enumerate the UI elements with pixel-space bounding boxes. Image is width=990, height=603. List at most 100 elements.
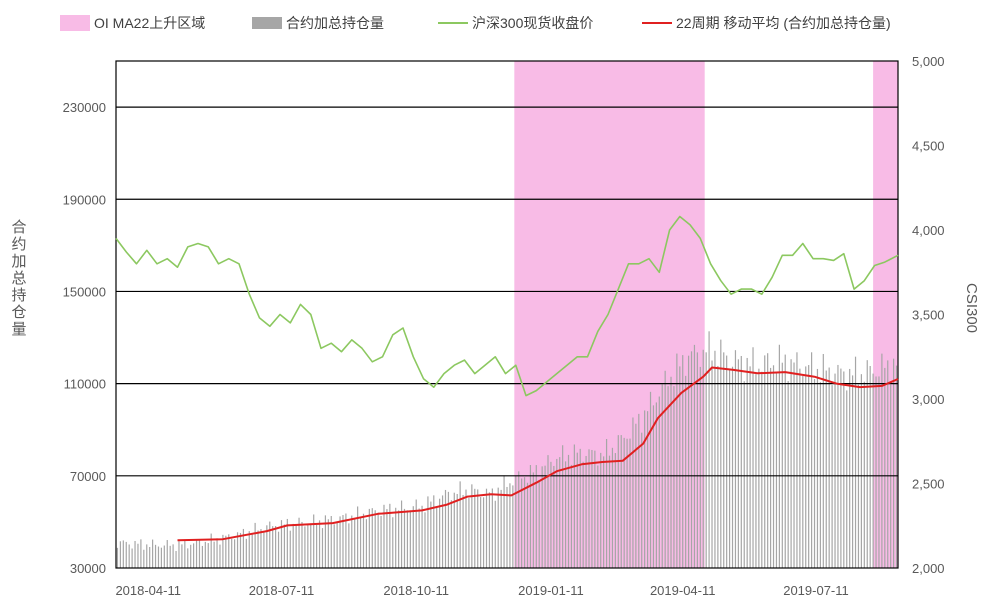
x-tick-label: 2018-07-11	[249, 583, 315, 598]
oi-bar	[632, 417, 634, 568]
oi-bar	[521, 478, 523, 568]
oi-bar	[465, 489, 467, 568]
oi-bar	[778, 344, 780, 568]
y-axis-right: 2,000 2,500 3,000 3,500 4,000 4,500 5,000	[912, 54, 945, 576]
oi-bar	[523, 477, 526, 568]
oi-bar	[415, 499, 417, 568]
oi-bar	[313, 514, 315, 568]
csi300-line	[115, 215, 899, 397]
y-right-tick-label: 4,000	[912, 223, 945, 238]
oi-bar	[655, 402, 657, 568]
y-axis-left: 30000 70000 110000 150000 190000 230000	[63, 100, 106, 576]
oi-bar	[518, 471, 520, 568]
oi-bar	[831, 385, 833, 568]
oi-bar	[673, 386, 675, 568]
oi-bar	[119, 541, 121, 568]
oi-bar	[307, 523, 309, 568]
oi-bar	[160, 547, 162, 568]
oi-bar	[799, 368, 801, 568]
oi-bar	[485, 488, 488, 568]
oi-bar	[500, 489, 502, 568]
oi-bar	[275, 526, 277, 568]
legend-entry-label: 合约加总持仓量	[286, 15, 384, 31]
oi-bar	[298, 517, 300, 568]
oi-bar	[846, 390, 848, 568]
oi-bar	[116, 547, 119, 568]
oi-bar	[808, 365, 810, 568]
oi-bar	[228, 534, 230, 568]
oi-bar	[699, 366, 701, 568]
oi-bar	[330, 516, 332, 568]
oi-bar	[468, 498, 470, 568]
oi-bar	[137, 543, 139, 568]
legend-entry-label: 沪深300现货收盘价	[472, 15, 593, 31]
oi-bar	[471, 484, 473, 568]
oi-bar	[430, 501, 432, 568]
oi-bar	[723, 352, 725, 568]
oi-bar	[746, 357, 748, 568]
y-left-tick-label: 110000	[64, 377, 106, 392]
oi-bar	[822, 353, 824, 568]
oi-bar	[201, 545, 204, 568]
oi-bar	[371, 508, 373, 568]
oi-bar	[717, 365, 719, 568]
oi-bar	[242, 528, 245, 568]
oi-bar	[509, 483, 511, 568]
oi-bar	[348, 523, 350, 568]
oi-bar	[345, 513, 347, 568]
oi-bar	[556, 458, 558, 568]
oi-bar	[828, 367, 830, 568]
y-right-tick-label: 3,500	[912, 308, 945, 323]
oi-bar	[269, 521, 271, 568]
oi-bar	[617, 435, 619, 568]
oi-bar	[439, 498, 441, 568]
oi-bar	[412, 506, 414, 568]
oi-bar	[749, 366, 751, 568]
oi-bar	[251, 533, 253, 568]
oi-bar	[895, 365, 898, 568]
y-left-tick-label: 190000	[63, 192, 106, 207]
oi-bar	[456, 493, 458, 568]
oi-bar	[737, 359, 739, 568]
oi-bar	[210, 533, 212, 568]
oi-bar	[213, 541, 215, 568]
oi-bar	[687, 355, 690, 568]
oi-bar	[644, 410, 646, 568]
oi-bar	[682, 355, 684, 568]
y-left-tick-label: 70000	[70, 469, 106, 484]
oi-bar	[152, 539, 154, 568]
oi-bar	[764, 355, 766, 568]
oi-bar	[462, 494, 464, 568]
oi-bar	[532, 472, 534, 568]
oi-bar	[646, 411, 649, 568]
oi-bar	[714, 350, 716, 568]
oi-bar	[664, 370, 666, 568]
oi-bar	[389, 503, 391, 568]
oi-bar	[368, 508, 370, 568]
oi-bar	[626, 438, 628, 568]
oi-bar	[796, 352, 798, 568]
oi-bar	[629, 438, 631, 568]
oi-bar	[608, 455, 611, 568]
series-lines	[115, 215, 899, 542]
oi-bar	[515, 475, 517, 568]
oi-bar	[257, 530, 259, 568]
oi-bar	[676, 353, 678, 568]
oi-bar	[283, 524, 286, 568]
oi-bar	[562, 445, 564, 568]
oi-bar	[635, 423, 637, 568]
oi-bar	[670, 376, 672, 568]
oi-bar	[301, 521, 303, 568]
oi-bar	[547, 455, 549, 568]
oi-bar	[529, 465, 532, 568]
oi-bar	[263, 531, 265, 568]
oi-bar	[436, 506, 438, 568]
oi-bar	[377, 512, 379, 568]
oi-bar	[494, 500, 496, 568]
oi-bar	[427, 496, 429, 568]
oi-bar	[187, 548, 189, 568]
oi-bar	[579, 448, 581, 568]
oi-bar	[339, 516, 341, 568]
oi-bar	[292, 523, 294, 568]
legend-entry-label: 22周期 移动平均 (合约加总持仓量)	[676, 15, 891, 31]
